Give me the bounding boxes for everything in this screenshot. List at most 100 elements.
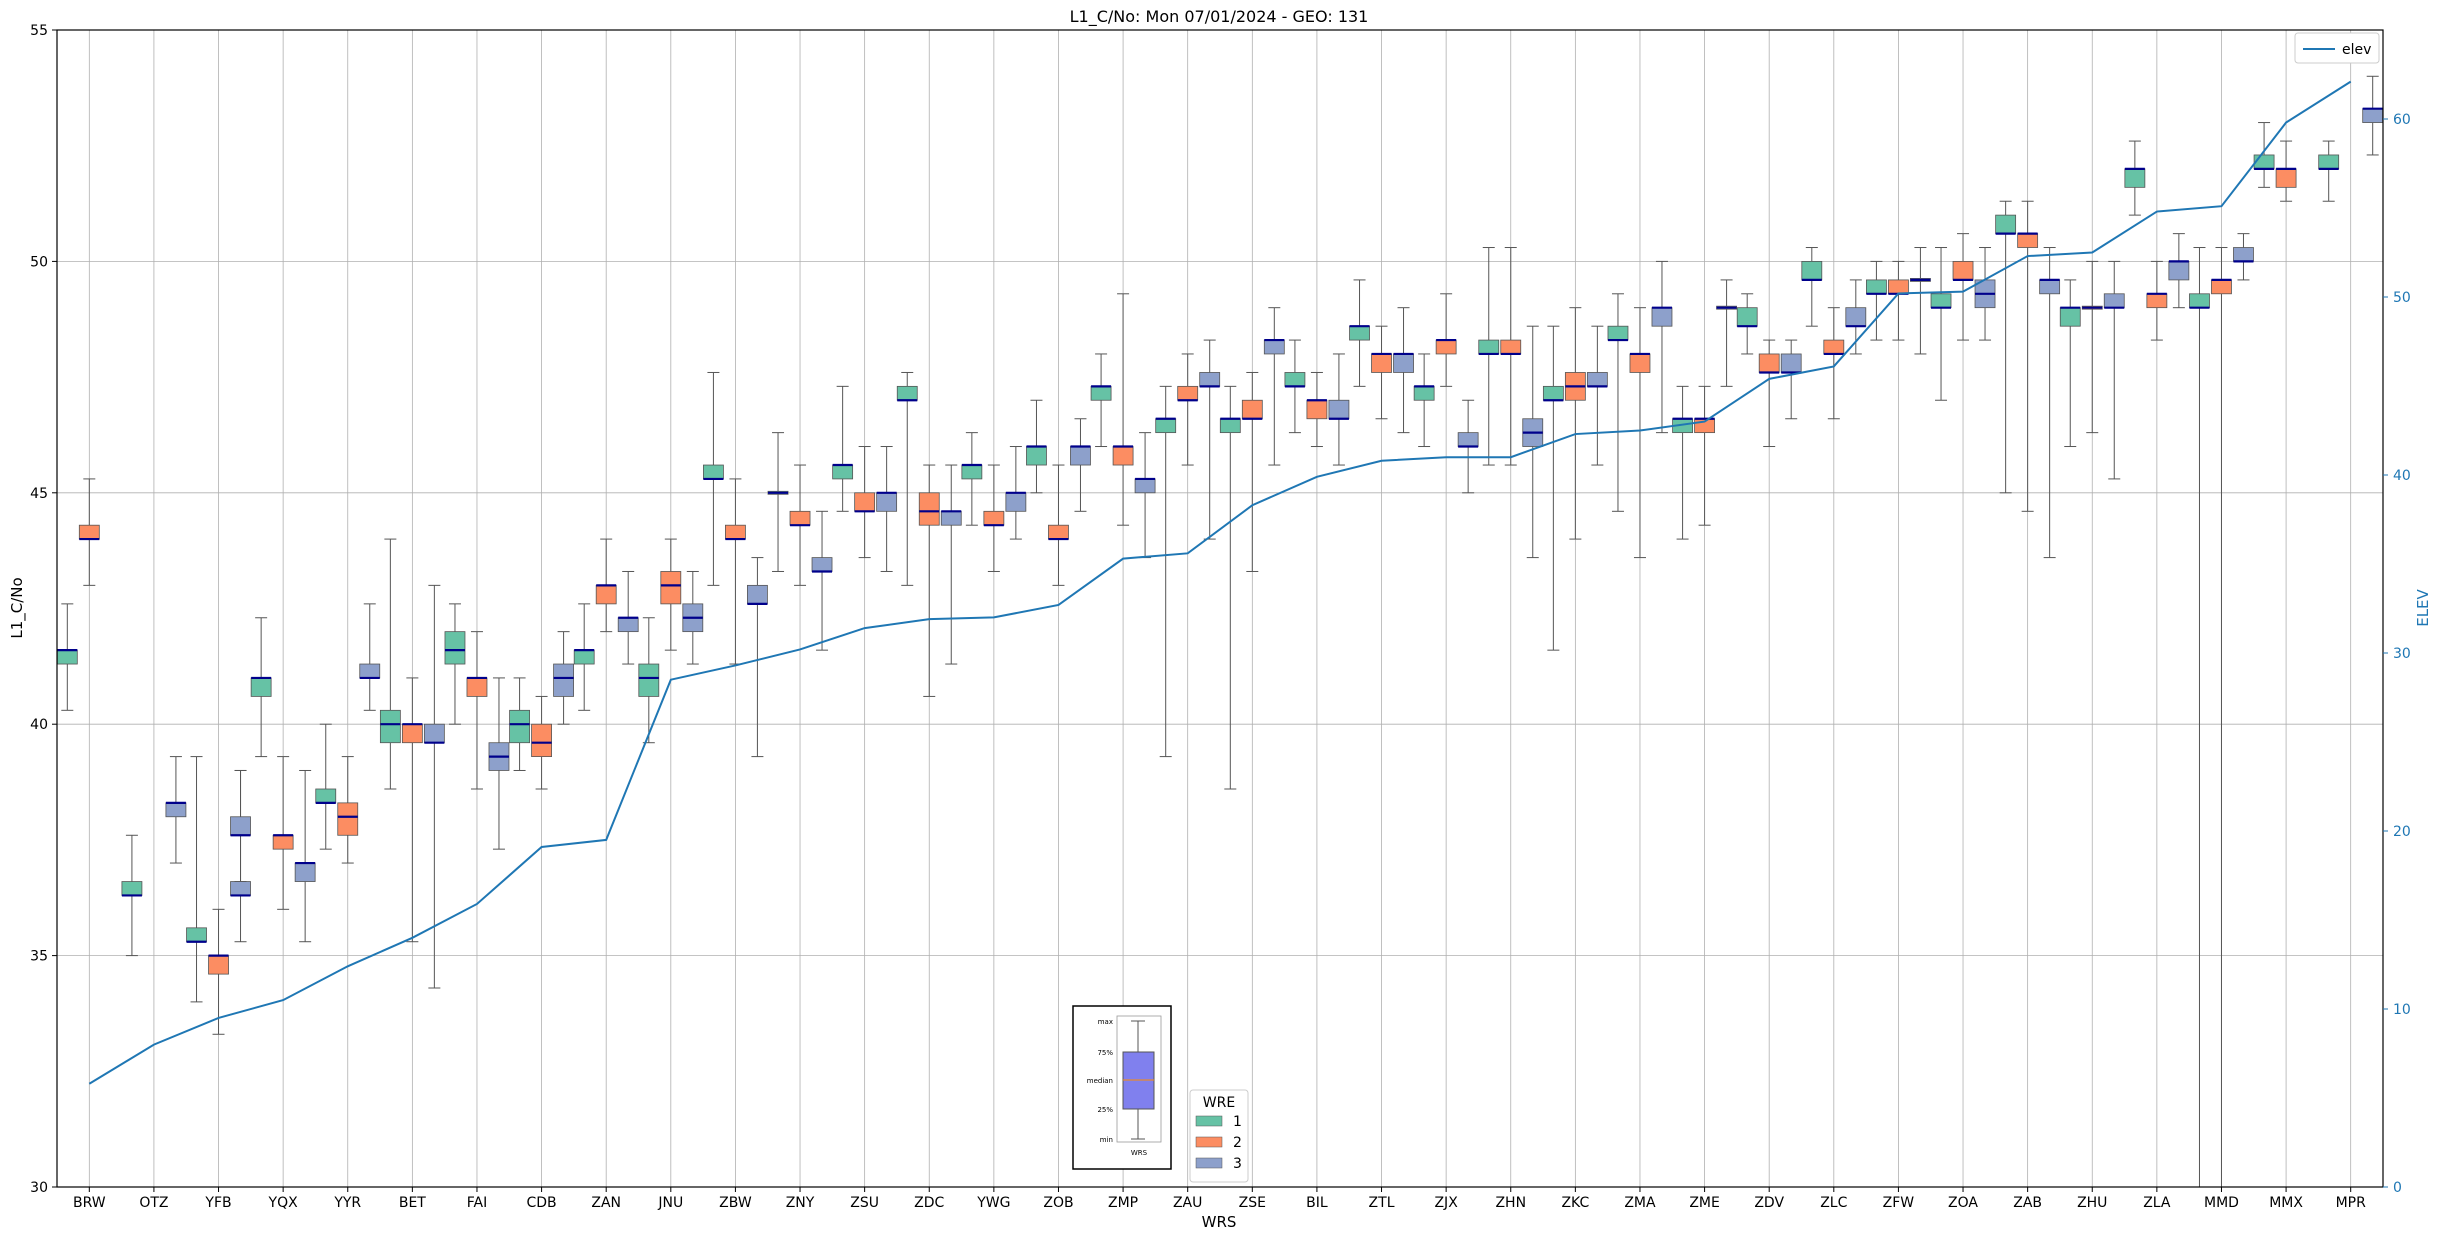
x-tick-label: ZNY <box>786 1195 815 1211</box>
x-tick-label: ZOA <box>1948 1195 1978 1211</box>
x-tick-label: ZSE <box>1239 1195 1266 1211</box>
x-tick-label: JNU <box>657 1195 683 1211</box>
y2-tick-label: 10 <box>2393 1002 2411 1018</box>
x-tick-label: ZLC <box>1820 1195 1847 1211</box>
box-wre-3 <box>165 802 187 818</box>
box-wre-1 <box>896 385 918 401</box>
box-wre-2 <box>1823 339 1845 355</box>
y-tick-label: 55 <box>30 23 48 39</box>
box-wre-2 <box>2017 233 2039 248</box>
wre-legend: WRE 1 2 3 <box>1189 1089 1249 1183</box>
box-wre-1 <box>509 709 530 744</box>
box-key-inset: max 75% median 25% min WRS <box>1072 1005 1172 1170</box>
elev-series <box>88 80 2352 1085</box>
x-tick-label: ZHU <box>2077 1195 2107 1211</box>
box-wre-3 <box>1134 478 1156 494</box>
wre-legend-swatch-3 <box>1195 1157 1223 1169</box>
box-wre-2 <box>1629 353 1651 373</box>
box-wre-2 <box>466 677 488 697</box>
box-wre-1 <box>1801 260 1823 281</box>
x-tick-label: ZMA <box>1624 1195 1656 1211</box>
box-wre-2 <box>337 802 359 836</box>
y-axis-label: L1_C/No <box>8 577 27 638</box>
x-tick-label: ZAN <box>591 1195 621 1211</box>
elev-line <box>88 80 2352 1085</box>
box-key-min: min <box>1100 1136 1113 1144</box>
box-wre-1 <box>250 677 272 697</box>
y-tick-label: 35 <box>30 949 48 965</box>
y2-tick-label: 20 <box>2393 824 2411 840</box>
box-wre-2 <box>789 510 811 526</box>
x-tick-label: ZLA <box>2143 1195 2171 1211</box>
x-tick-label: ZHN <box>1495 1195 1526 1211</box>
box-wre-3 <box>423 723 445 744</box>
box-key-xlabel: WRS <box>1131 1149 1148 1157</box>
box-wre-2 <box>595 584 617 605</box>
box-wre-2 <box>1500 339 1522 355</box>
x-tick-label: ZMP <box>1108 1195 1138 1211</box>
box-wre-3 <box>1457 432 1479 447</box>
box-wre-3 <box>1845 307 1867 327</box>
box-wre-3 <box>359 663 381 679</box>
boxes <box>56 107 2384 975</box>
box-wre-1 <box>1155 418 1177 434</box>
box-wre-3 <box>1070 446 1091 466</box>
y-ticks-left: 30 35 40 45 50 55 <box>30 23 57 1196</box>
x-tick-label: FAI <box>467 1195 487 1211</box>
y-tick-label: 30 <box>30 1180 48 1196</box>
box-wre-3 <box>1199 372 1221 387</box>
x-tick-label: ZDV <box>1754 1195 1784 1211</box>
box-wre-3 <box>1651 307 1673 327</box>
box-wre-3 <box>2039 279 2061 295</box>
box-wre-2 <box>401 723 423 744</box>
x-tick-label: MMX <box>2269 1195 2303 1211</box>
x-tick-label: ZSU <box>850 1195 879 1211</box>
x-tick-label: MPR <box>2336 1195 2367 1211</box>
box-wre-2 <box>208 955 229 975</box>
box-wre-2 <box>2211 279 2232 295</box>
y2-tick-label: 50 <box>2393 290 2411 306</box>
x-tick-label: BRW <box>73 1195 106 1211</box>
box-wre-3 <box>1328 399 1350 420</box>
box-wre-3 <box>940 510 962 526</box>
box-wre-1 <box>638 663 660 697</box>
box-wre-1 <box>1866 279 1887 295</box>
box-wre-3 <box>811 557 833 572</box>
box-wre-1 <box>1995 214 2017 235</box>
box-wre-1 <box>2318 154 2340 170</box>
box-wre-1 <box>1930 293 1952 309</box>
y-tick-label: 50 <box>30 254 48 270</box>
y2-tick-label: 0 <box>2393 1180 2402 1196</box>
x-tick-label: YQX <box>268 1195 299 1211</box>
wre-legend-swatch-1 <box>1195 1115 1223 1127</box>
box-wre-3 <box>2103 293 2125 309</box>
box-wre-2 <box>725 524 746 540</box>
box-wre-1 <box>1219 418 1241 434</box>
box-wre-3 <box>294 862 316 882</box>
box-wre-2 <box>1048 524 1069 540</box>
box-wre-1 <box>1478 339 1500 355</box>
box-wre-2 <box>918 492 940 526</box>
x-tick-label: YWG <box>976 1195 1010 1211</box>
box-wre-2 <box>531 723 552 757</box>
box-wre-3 <box>1393 353 1414 373</box>
x-tick-label: ZOB <box>1043 1195 1073 1211</box>
box-wre-3 <box>2233 247 2254 262</box>
box-wre-1 <box>961 464 983 480</box>
box-wre-3 <box>230 881 251 896</box>
box-wre-2 <box>272 834 294 850</box>
box-wre-2 <box>1306 399 1328 420</box>
y2-tick-label: 30 <box>2393 646 2411 662</box>
box-wre-3 <box>876 492 898 512</box>
box-wre-3 <box>1586 372 1608 387</box>
box-wre-1 <box>2124 168 2146 188</box>
box-wre-2 <box>854 492 876 512</box>
box-wre-2 <box>1888 279 1909 295</box>
x-tick-label: ZKC <box>1561 1195 1589 1211</box>
box-wre-1 <box>1542 385 1564 401</box>
x-tick-label: ZTL <box>1369 1195 1395 1211</box>
elev-legend: elev <box>2294 32 2380 64</box>
y-tick-label: 40 <box>30 717 48 733</box>
wre-legend-title: WRE <box>1203 1095 1235 1111</box>
box-wre-1 <box>444 631 466 665</box>
